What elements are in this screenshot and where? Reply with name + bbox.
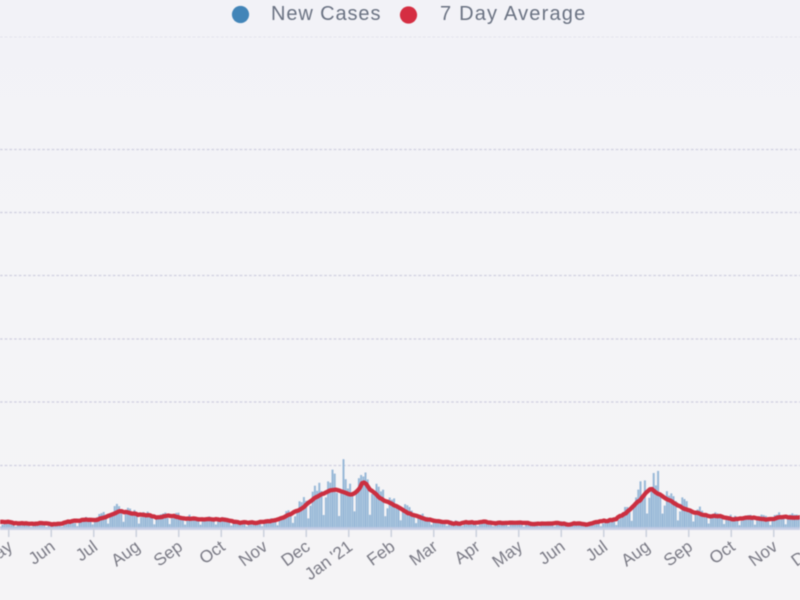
svg-text:Sep: Sep — [660, 536, 697, 570]
svg-text:Aug: Aug — [617, 536, 654, 570]
svg-text:Nov: Nov — [745, 536, 782, 570]
svg-text:Apr: Apr — [450, 536, 484, 568]
svg-text:Jul: Jul — [72, 536, 102, 565]
svg-text:Oct: Oct — [705, 536, 739, 568]
svg-text:7 Day Average: 7 Day Average — [440, 3, 586, 25]
svg-text:Jun: Jun — [534, 536, 568, 568]
svg-text:Jul: Jul — [582, 536, 612, 565]
svg-text:Mar: Mar — [405, 536, 441, 570]
svg-text:Aug: Aug — [107, 536, 144, 570]
svg-text:Oct: Oct — [195, 536, 229, 568]
svg-text:Jun: Jun — [24, 536, 58, 568]
svg-text:May: May — [0, 536, 16, 572]
svg-text:Feb: Feb — [363, 536, 399, 570]
svg-text:Sep: Sep — [150, 536, 187, 570]
svg-text:Jan'21: Jan'21 — [301, 536, 356, 584]
svg-text:New Cases: New Cases — [271, 3, 381, 25]
svg-text:Nov: Nov — [235, 536, 272, 570]
svg-text:Dec: Dec — [787, 536, 800, 570]
svg-text:May: May — [488, 536, 526, 572]
